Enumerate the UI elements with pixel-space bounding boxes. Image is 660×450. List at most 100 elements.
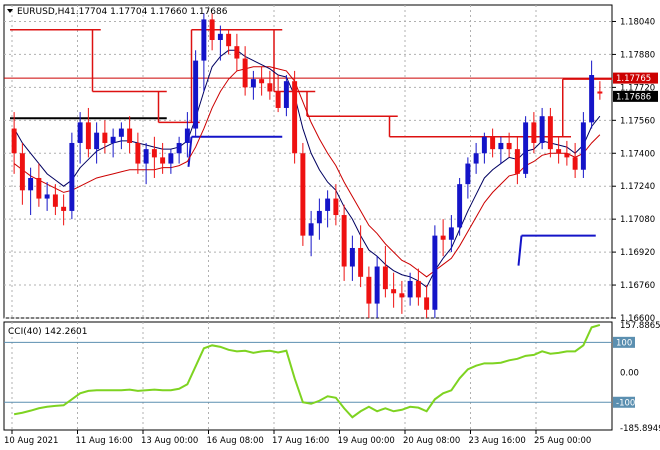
candle (242, 46, 248, 96)
time-tick-label: 10 Aug 2021 (4, 436, 58, 446)
cci-tick-label: 157.8865 (620, 321, 660, 331)
candle (308, 210, 314, 257)
candle (382, 245, 388, 298)
candle-body (564, 153, 570, 158)
candle-body (308, 223, 314, 236)
candle-body (490, 136, 496, 150)
candle (267, 70, 273, 100)
candle-body (168, 153, 174, 164)
symbol-label: EURUSD,H4 (17, 7, 70, 17)
candle-body (176, 142, 182, 154)
candle (28, 167, 34, 216)
candle (193, 50, 199, 137)
candle-body (69, 142, 75, 211)
trailing-stop-blue (187, 135, 596, 266)
price-tick-label: 1.16760 (620, 281, 655, 291)
candle (316, 198, 322, 240)
trailing-stop-red (10, 28, 613, 138)
candle (448, 215, 454, 253)
price-axis[interactable]: 1.18040 1.17880 1.17720 1.17560 1.17400 1.172… (612, 17, 655, 324)
candle (514, 136, 520, 185)
candle (118, 122, 124, 150)
candle-body (465, 163, 471, 185)
candle (234, 33, 240, 71)
candle-body (85, 122, 91, 150)
candle-body (473, 153, 479, 164)
candle-body (399, 293, 405, 298)
candle-body (44, 194, 50, 199)
indicator-title: CCI(40) 142.2601 (8, 327, 88, 337)
collapse-arrow-icon[interactable] (7, 9, 13, 13)
candle (77, 112, 83, 164)
candle (374, 256, 380, 318)
candle-body (151, 149, 157, 158)
price-tick-label: 1.17080 (620, 215, 655, 225)
candle (358, 225, 364, 288)
candle-body (514, 149, 520, 174)
candle (523, 116, 529, 178)
candle-body (325, 198, 331, 211)
candle (102, 120, 108, 154)
candle-body (135, 142, 141, 164)
price-tick-label: 1.16600 (620, 314, 655, 324)
candle (226, 29, 232, 55)
candle-body (440, 235, 446, 240)
candle-body (457, 184, 463, 228)
candle-body (382, 266, 388, 290)
candle-body (19, 153, 25, 191)
candle-body (193, 60, 199, 129)
candle-body (127, 128, 133, 143)
time-tick-label: 13 Aug 00:00 (141, 436, 198, 446)
candle (176, 136, 182, 164)
cci-line (13, 324, 601, 419)
candle (465, 157, 471, 199)
candle (300, 142, 306, 246)
price-tick-label: 1.17240 (620, 182, 655, 192)
candle (349, 235, 355, 281)
cci-tick-label: -185.8949 (620, 424, 660, 434)
candle (481, 132, 487, 164)
current-price-tag (613, 90, 658, 102)
candle (110, 128, 116, 158)
candle (292, 70, 298, 164)
candle-body (333, 198, 339, 216)
candle-body (580, 122, 586, 170)
candle (52, 184, 58, 216)
candle (531, 112, 537, 154)
candle (432, 225, 438, 318)
candle-body (366, 276, 372, 304)
candle-body (572, 157, 578, 170)
candle-body (424, 297, 430, 310)
candle (580, 112, 586, 178)
time-tick-label: 23 Aug 16:00 (469, 436, 526, 446)
time-tick-label: 19 Aug 00:00 (338, 436, 395, 446)
trail-riser (187, 136, 193, 167)
candle-body (531, 122, 537, 143)
cci-level-tag-text: -100 (616, 398, 635, 408)
candle-body (341, 215, 347, 267)
candle-body (415, 280, 421, 298)
candle (250, 70, 256, 100)
candle (61, 194, 67, 226)
candle (506, 132, 512, 158)
cci-level-tag-text: 100 (616, 338, 632, 348)
candle-body (11, 128, 17, 154)
candle-body (374, 266, 380, 304)
price-tick-label: 1.18040 (620, 17, 655, 27)
level-price-tag (613, 72, 658, 84)
candle (333, 184, 339, 226)
candle (366, 266, 372, 318)
price-tick-label: 1.17880 (620, 50, 655, 60)
candle (399, 280, 405, 314)
candle (457, 177, 463, 236)
candle-body (358, 247, 364, 277)
candle (440, 219, 446, 257)
price-tick-label: 1.17720 (620, 83, 655, 93)
candle-body (283, 81, 289, 108)
candle (184, 112, 190, 158)
candle-body (498, 142, 504, 150)
moving-average-fast (13, 49, 601, 288)
trail-riser (517, 235, 523, 266)
time-axis[interactable]: 10 Aug 2021 11 Aug 16:00 13 Aug 00:00 16 Au… (4, 430, 591, 446)
